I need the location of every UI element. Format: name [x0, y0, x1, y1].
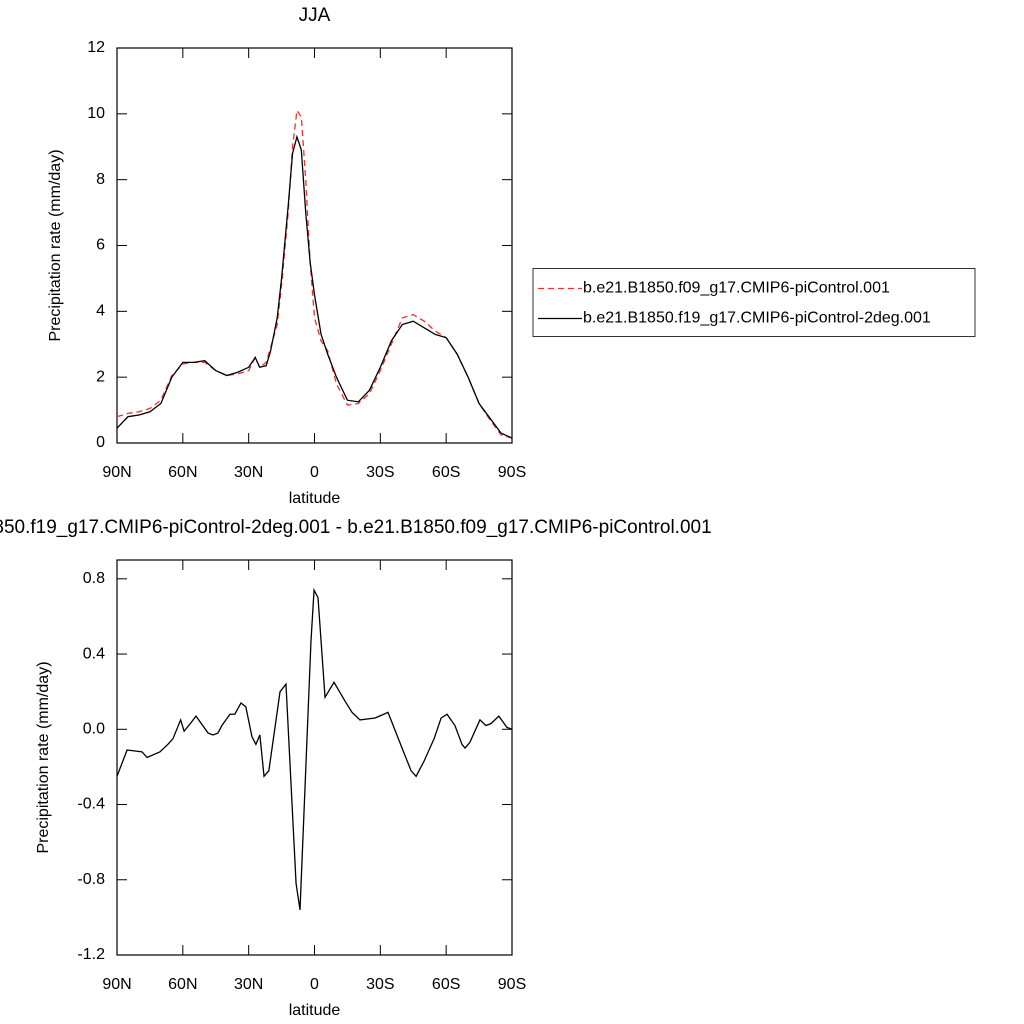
- y-tick-label: 4: [96, 303, 105, 320]
- y-tick-label: 0.8: [83, 570, 105, 587]
- y-tick-label: 2: [96, 368, 105, 385]
- x-tick-label: 30S: [366, 464, 394, 481]
- y-tick-label: 12: [87, 39, 105, 56]
- y-tick-label: -1.2: [77, 946, 105, 963]
- x-tick-label: 0: [310, 976, 319, 993]
- y-tick-label: 0.0: [83, 721, 105, 738]
- x-tick-label: 60S: [432, 464, 460, 481]
- y-tick-label: 8: [96, 171, 105, 188]
- x-tick-label: 60N: [168, 464, 197, 481]
- y-tick-label: 0: [96, 434, 105, 451]
- data-line: [116, 587, 513, 910]
- x-axis-label: latitude: [289, 490, 341, 507]
- plot-frame: [116, 47, 513, 444]
- x-tick-label: 90S: [498, 464, 526, 481]
- chart-title: JJA: [299, 5, 331, 26]
- y-tick-label: -0.4: [77, 796, 105, 813]
- x-tick-label: 30N: [234, 464, 263, 481]
- x-tick-label: 90S: [498, 976, 526, 993]
- x-tick-label: 0: [310, 464, 319, 481]
- chart-title: b.e21.B1850.f19_g17.CMIP6-piControl-2deg…: [0, 517, 712, 538]
- legend-label: b.e21.B1850.f19_g17.CMIP6-piControl-2deg…: [583, 310, 931, 327]
- x-tick-label: 90N: [102, 976, 131, 993]
- data-line: [116, 108, 513, 439]
- data-line: [116, 134, 513, 439]
- y-axis-label: Precipitation rate (mm/day): [47, 149, 64, 341]
- legend-label: b.e21.B1850.f09_g17.CMIP6-piControl.001: [583, 280, 890, 297]
- x-tick-label: 60N: [168, 976, 197, 993]
- y-tick-label: 0.4: [83, 645, 105, 662]
- legend-box: [532, 268, 976, 337]
- y-axis-label: Precipitation rate (mm/day): [35, 661, 52, 853]
- x-tick-label: 90N: [102, 464, 131, 481]
- x-tick-label: 30S: [366, 976, 394, 993]
- x-axis-label: latitude: [289, 1002, 341, 1019]
- y-tick-label: 6: [96, 237, 105, 254]
- plot-frame: [116, 559, 513, 956]
- x-tick-label: 60S: [432, 976, 460, 993]
- y-tick-label: -0.8: [77, 871, 105, 888]
- y-tick-label: 10: [87, 105, 105, 122]
- x-tick-label: 30N: [234, 976, 263, 993]
